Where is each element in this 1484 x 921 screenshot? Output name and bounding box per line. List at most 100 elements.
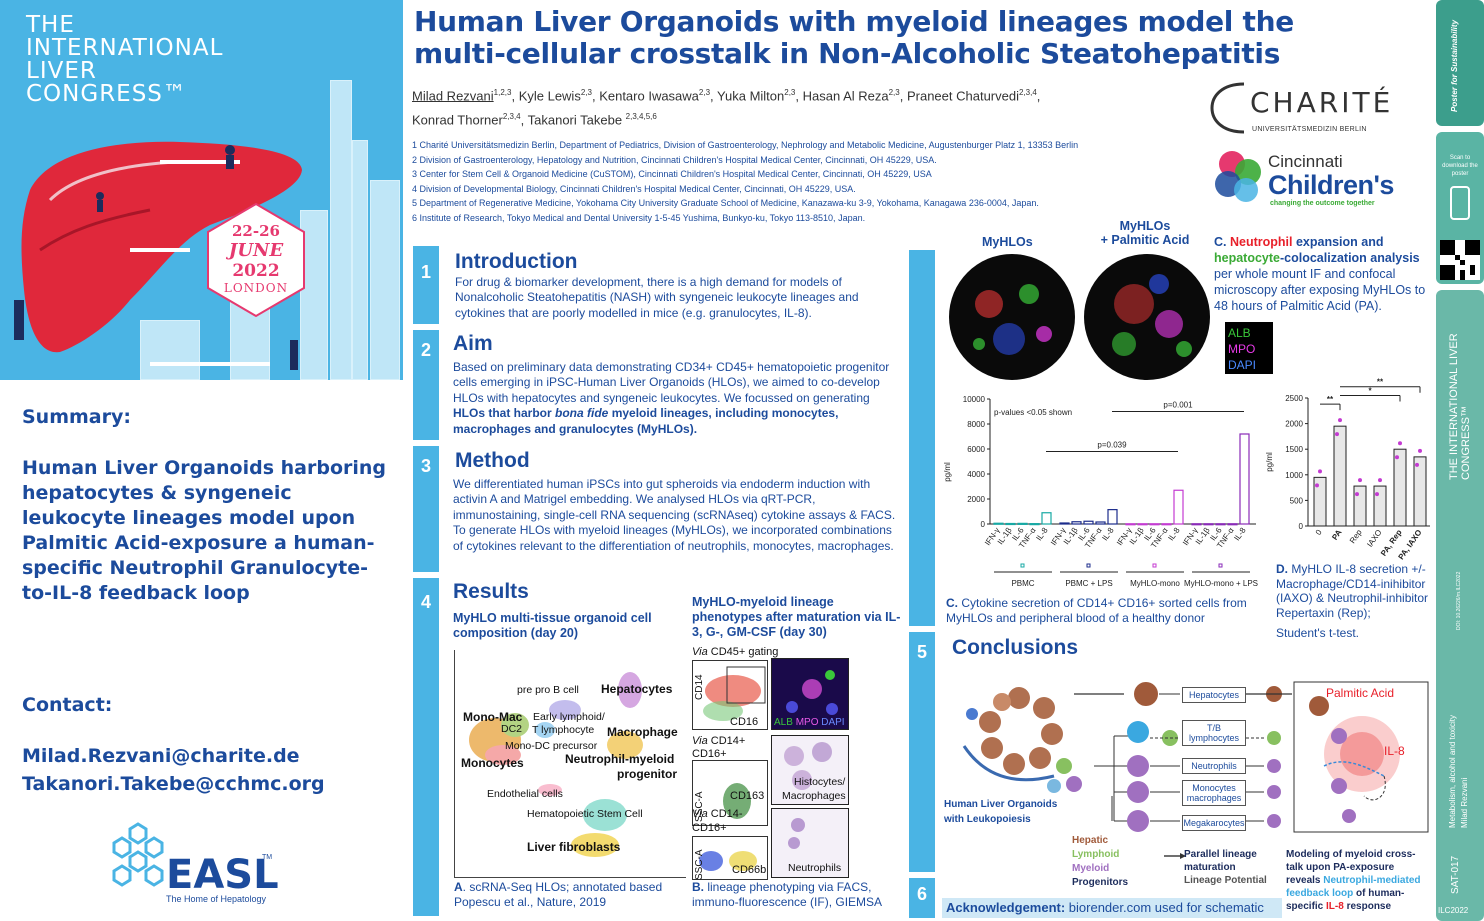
results-caption-b: B. lineage phenotyping via FACS, immuno-… (692, 880, 904, 909)
cchmc-word-2: Children's (1268, 170, 1394, 200)
panel-d-caption: D. MyHLO IL-8 secretion +/- Macrophage/C… (1276, 562, 1436, 641)
arrow-legend-text: Parallel lineage (1184, 849, 1257, 860)
download-block: Scan to download the poster (1436, 132, 1484, 284)
x-tick-label: IL-8 (1034, 526, 1050, 543)
il8-label: IL-8 (1384, 744, 1405, 758)
section-bar (909, 250, 935, 626)
umap-label: Macrophage (607, 725, 678, 739)
section-bar: 2 (413, 330, 439, 440)
cchmc-word-1: Cincinnati (1268, 152, 1343, 171)
facs-via: Via (692, 735, 708, 747)
palmitic-acid-label: Palmitic Acid (1326, 686, 1395, 700)
legend-dapi: DAPI (1228, 358, 1257, 372)
arrow-legend-text: maturation (1184, 862, 1236, 873)
section-number: 2 (420, 340, 431, 360)
bar (1161, 523, 1172, 526)
skyline-building (370, 180, 400, 380)
bar (1107, 509, 1118, 525)
hlo-label-line: with Leukopoiesis (944, 814, 1031, 825)
panel-c-colocalization: -colocalization analysis (1280, 251, 1420, 265)
model-text: reveals (1286, 875, 1324, 886)
lab-bench (150, 362, 270, 366)
facs-gating-text: CD16+ (692, 748, 727, 760)
scientist-figure (290, 340, 298, 370)
flow-box-hepatocytes: Hepatocytes (1182, 687, 1246, 703)
side-strip: Poster for Sustainability Scan to downlo… (1436, 0, 1484, 921)
y-tick-label: 6000 (967, 445, 985, 454)
image-label-line: MyHLOs (1119, 219, 1171, 233)
bar (1215, 523, 1226, 526)
significance-label: ** (1327, 395, 1334, 404)
x-tick-label: PA (1330, 528, 1344, 542)
author-affil: 2,3,4 (1018, 88, 1037, 97)
data-point (1355, 492, 1359, 497)
congress-line: LIVER (26, 58, 97, 84)
umap-label: Mono-Mac (463, 710, 523, 724)
lineage-legend: Hepatic Lymphoid Myeloid Progenitors (1072, 834, 1128, 890)
cytokine-bar-chart: 0 2000 4000 6000 8000 10000 pg/ml p-values <0.0… (943, 395, 1258, 588)
umap-plot: pre pro B cell Hepatocytes Mono-Mac Earl… (454, 650, 686, 878)
umap-label: DC2 (501, 723, 523, 735)
section-heading-conclusions: Conclusions (952, 636, 1079, 659)
model-text: of human- (1353, 888, 1405, 899)
y-tick-label: 1000 (1285, 471, 1303, 480)
skyline-building (330, 80, 352, 380)
legend-myeloid: Myeloid (1072, 863, 1110, 874)
if-legend-dapi: DAPI (821, 717, 845, 728)
bar (1083, 520, 1094, 525)
y-tick-label: 8000 (967, 420, 985, 429)
facs-gating-text: CD45+ gating (707, 646, 779, 658)
caption-a-text: . scRNA-Seq HLOs; annotated based Popesc… (454, 880, 663, 909)
flow-box-lymphocytes: T/B lymphocytes (1182, 720, 1246, 746)
legend-progenitors: Progenitors (1072, 877, 1129, 888)
author-affil: 2,3 (698, 88, 711, 97)
giemsa-label: Neutrophils (788, 862, 842, 874)
congress-line: THE (26, 12, 75, 38)
umap-label: Liver fibroblasts (527, 840, 621, 854)
author-name: Yuka Milton (717, 88, 785, 104)
section-number: 5 (916, 642, 927, 662)
section-number: 6 (916, 884, 927, 904)
y-tick-label: 1500 (1285, 445, 1303, 454)
contact-heading: Contact: (22, 694, 113, 716)
author-name: Milad Rezvani (412, 88, 494, 104)
author-name: Konrad Thorner (412, 112, 503, 128)
author-list: Milad Rezvani1,2,3, Kyle Lewis2,3, Kenta… (412, 82, 1192, 131)
arrow-legend-text: Lineage Potential (1184, 875, 1267, 886)
y-axis-label: pg/ml (943, 462, 952, 482)
data-point (1415, 462, 1419, 467)
qr-code[interactable] (1440, 240, 1480, 280)
group-marker (1020, 563, 1025, 568)
confocal-image-myhlo (949, 254, 1075, 380)
y-tick-label: 500 (1290, 496, 1304, 505)
author-sep: , (511, 88, 519, 104)
summary-heading: Summary: (22, 406, 131, 428)
section-bar: 4 (413, 578, 439, 916)
bar (1333, 425, 1347, 527)
bar (1227, 523, 1238, 526)
conclusions-schematic (962, 681, 1429, 859)
if-legend: ALB MPO DAPI (774, 717, 845, 728)
author-sep: , (1036, 88, 1041, 104)
strip-congress-text: THE INTERNATIONAL LIVER CONGRESS™ (1448, 333, 1472, 480)
ack-text: biorender.com used for schematic (1065, 900, 1264, 915)
facs-plot-cd14-cd16 (692, 660, 768, 730)
contact-email[interactable]: Takanori.Takebe@cchmc.org (22, 773, 325, 795)
legend-hepatic: Hepatic (1072, 835, 1109, 846)
facs-gating-text: CD14- (707, 808, 743, 820)
data-point (1318, 469, 1322, 474)
author-sep: , (899, 88, 907, 104)
poster-sustainability-block: Poster for Sustainability (1436, 0, 1484, 126)
bar (1137, 523, 1148, 526)
title-line: Human Liver Organoids with myeloid linea… (414, 5, 1294, 38)
affiliation: 5 Department of Regenerative Medicine, Y… (412, 198, 1039, 209)
method-text: We differentiated human iPSCs into gut s… (453, 477, 896, 553)
cincinnati-childrens-logo: Cincinnati Children's changing the outco… (1210, 144, 1400, 214)
panel-c-expansion: expansion and (1292, 235, 1384, 249)
data-point (1338, 418, 1342, 423)
group-label: MyHLO-mono + LPS (1184, 579, 1258, 588)
caption-a-bold: A (454, 880, 463, 894)
contact-email[interactable]: Milad.Rezvani@charite.de (22, 745, 300, 767)
image-label: MyHLOs + Palmitic Acid (1090, 219, 1200, 247)
facs-plot-cd66b (692, 836, 768, 880)
